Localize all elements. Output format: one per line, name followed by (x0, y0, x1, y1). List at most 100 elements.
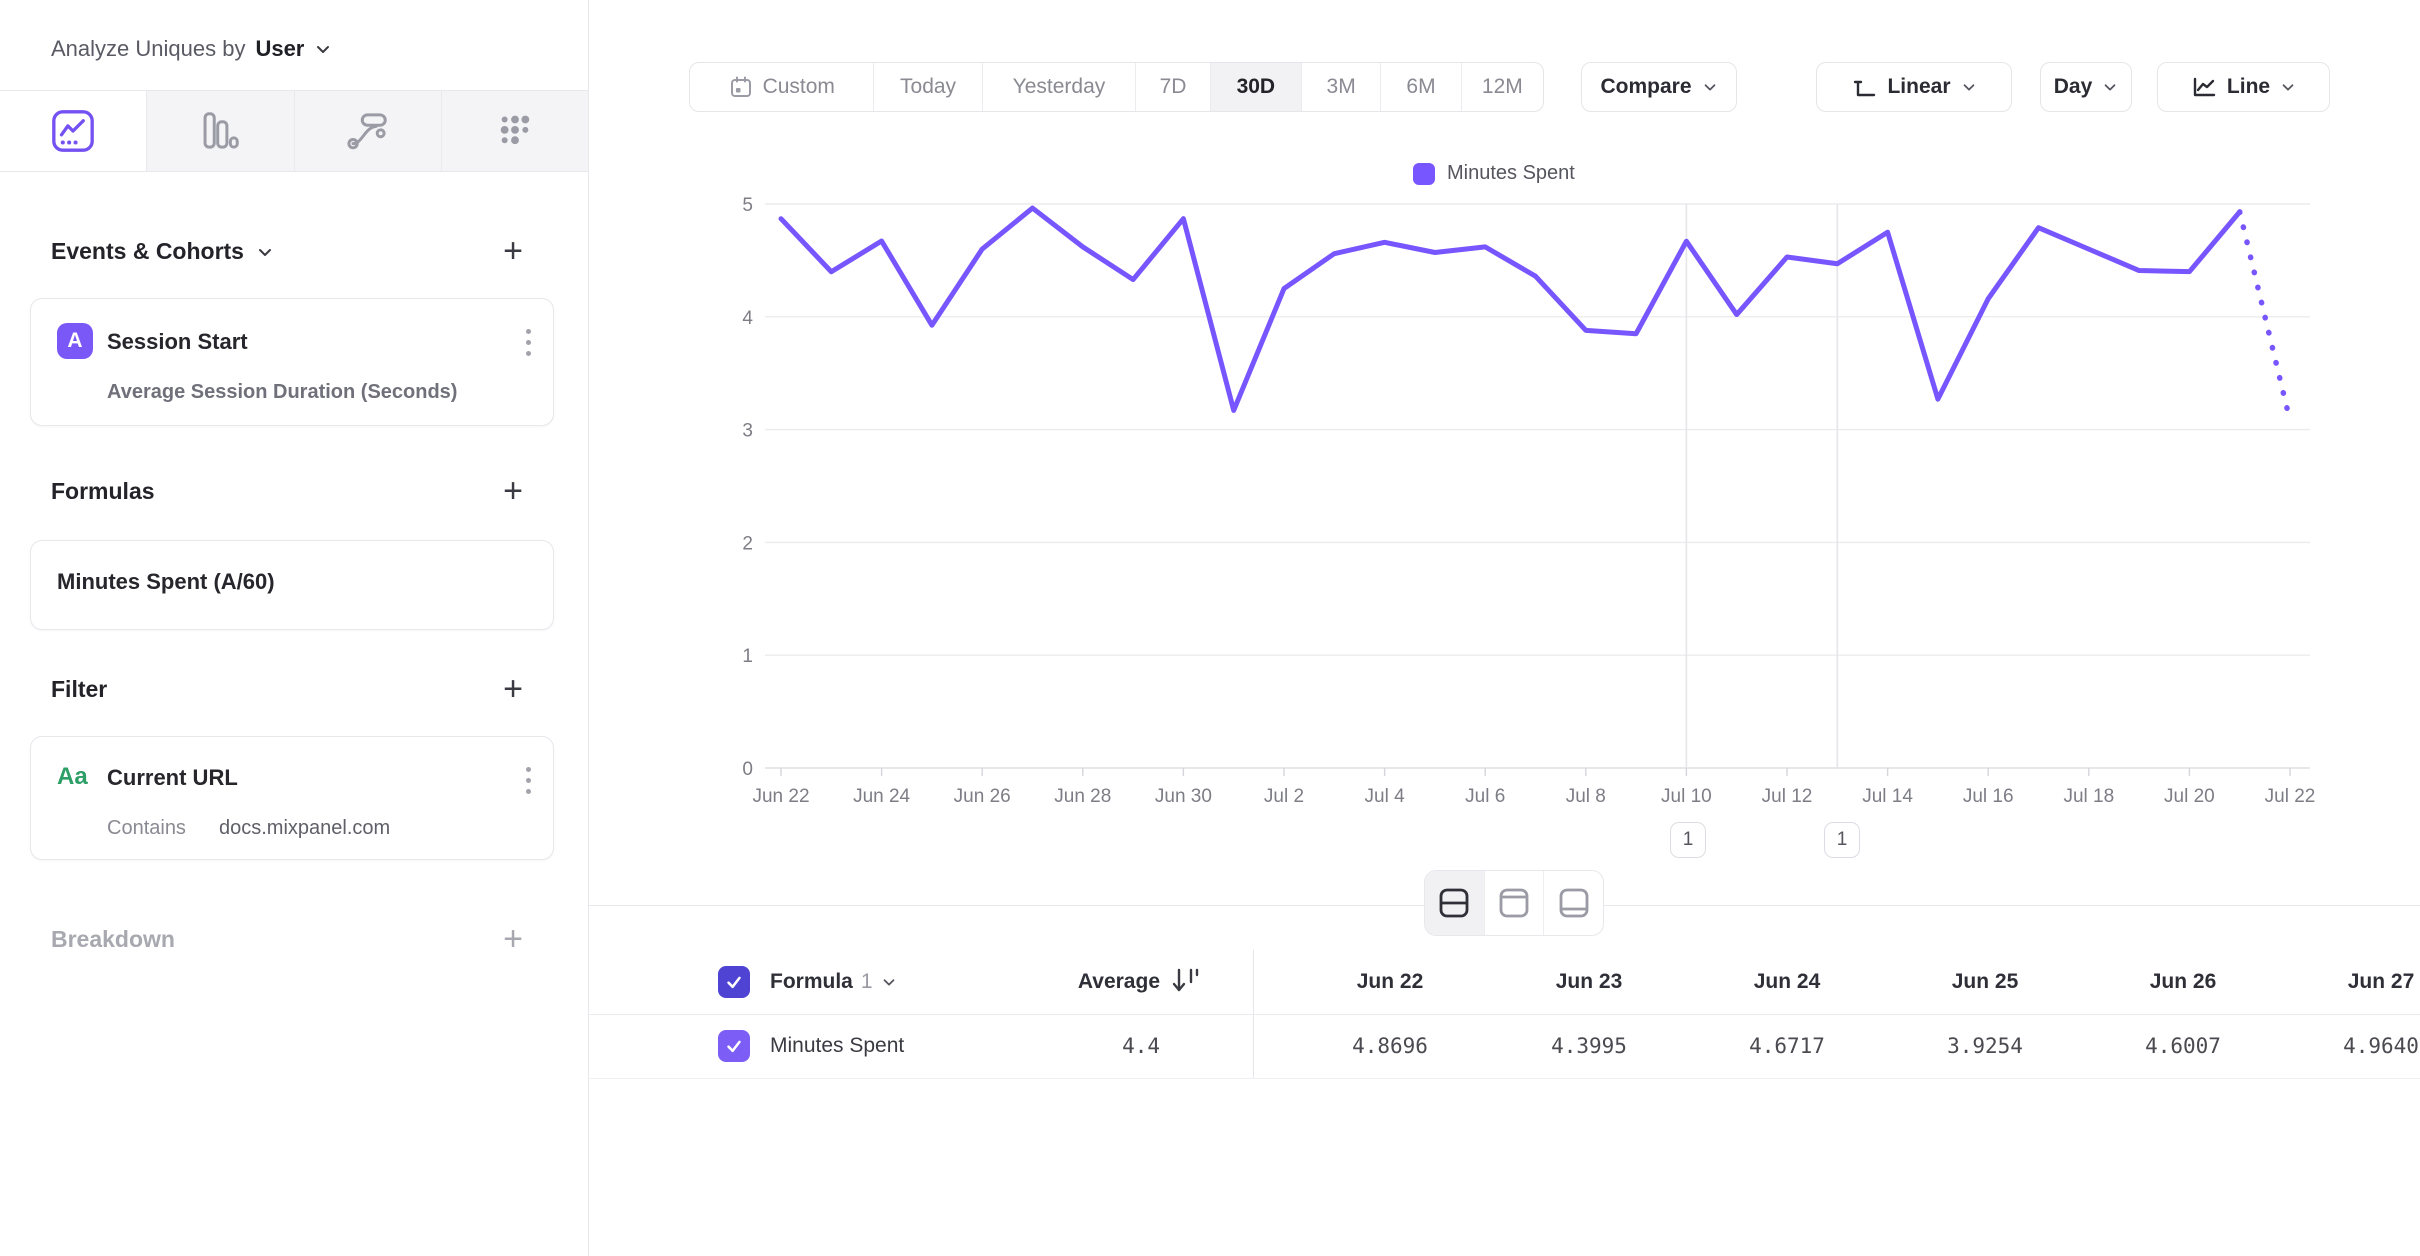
granularity-button[interactable]: Day (2040, 62, 2132, 112)
date-column-header[interactable]: Jun 22 (1356, 970, 1424, 993)
svg-text:Jun 22: Jun 22 (752, 786, 809, 807)
date-column-header[interactable]: Jun 23 (1555, 970, 1623, 993)
visualization-tabstrip (0, 91, 588, 172)
date-column-header[interactable]: Jun 25 (1951, 970, 2019, 993)
calendar-icon (730, 76, 751, 97)
svg-text:Jul 4: Jul 4 (1365, 786, 1406, 807)
svg-text:1: 1 (742, 646, 753, 667)
event-name[interactable]: Session Start (107, 329, 248, 354)
tab-flows[interactable] (293, 91, 441, 171)
formula-name[interactable]: Minutes Spent (A/60) (57, 569, 275, 594)
sort-descending-icon[interactable] (1170, 966, 1204, 996)
date-range-7d[interactable]: 7D (1136, 63, 1211, 111)
formulas-label: Formulas (51, 478, 155, 504)
analyze-uniques-label: Analyze Uniques by (51, 36, 246, 61)
svg-text:Jul 10: Jul 10 (1661, 786, 1712, 807)
svg-text:5: 5 (742, 195, 753, 216)
svg-text:Jul 2: Jul 2 (1264, 786, 1304, 807)
svg-text:Jul 20: Jul 20 (2164, 786, 2215, 807)
table-group-header[interactable]: Formula 1 (770, 970, 897, 994)
filter-value[interactable]: docs.mixpanel.com (219, 817, 391, 839)
svg-text:Jul 8: Jul 8 (1566, 786, 1606, 807)
split-view-icon (1439, 888, 1469, 918)
date-column-header[interactable]: Jun 27 (2347, 970, 2415, 993)
analyze-uniques-value[interactable]: User (255, 36, 305, 61)
panel-layout-toggle (1424, 870, 1604, 936)
filter-section-title: Filter (51, 676, 107, 703)
add-filter-button[interactable]: + (503, 670, 523, 708)
date-column-header[interactable]: Jun 26 (2149, 970, 2217, 993)
add-event-button[interactable]: + (503, 232, 523, 270)
date-range-custom[interactable]: Custom (690, 63, 875, 111)
tab-funnels[interactable] (146, 91, 294, 171)
svg-text:Jul 14: Jul 14 (1862, 786, 1913, 807)
string-property-type-icon: Aa (57, 763, 88, 790)
filter-label: Filter (51, 676, 108, 702)
cell-value: 3.9254 (1947, 1034, 2023, 1058)
date-range-today[interactable]: Today (874, 63, 983, 111)
formula-card[interactable]: Minutes Spent (A/60) (30, 540, 554, 630)
linear-axis-icon (1854, 80, 1876, 97)
table-freeze-divider (1253, 950, 1254, 1078)
breakdown-label: Breakdown (51, 926, 175, 952)
svg-text:Jul 22: Jul 22 (2265, 786, 2316, 807)
annotation-badge[interactable]: 1 (1670, 822, 1706, 858)
filter-card[interactable]: Aa Current URL Contains docs.mixpanel.co… (30, 736, 554, 860)
layout-chart-view-button[interactable] (1485, 871, 1545, 935)
cell-value: 4.6007 (2145, 1034, 2221, 1058)
date-column-header[interactable]: Jun 24 (1753, 970, 1821, 993)
svg-text:Jun 28: Jun 28 (1054, 786, 1111, 807)
chevron-down-icon (2282, 84, 2294, 91)
axis-scale-button[interactable]: Linear (1816, 62, 2012, 112)
tab-insights[interactable] (0, 91, 147, 171)
chart-legend[interactable]: Minutes Spent (1413, 162, 1575, 185)
chevron-down-icon (883, 979, 894, 986)
date-range-custom-label: Custom (762, 75, 835, 98)
bar-chart-icon (203, 112, 240, 149)
series-row-label[interactable]: Minutes Spent (770, 1034, 905, 1057)
average-column-header[interactable]: Average (1077, 970, 1160, 993)
annotation-badge[interactable]: 1 (1824, 822, 1860, 858)
flows-icon (347, 113, 387, 150)
layout-table-view-button[interactable] (1544, 871, 1603, 935)
svg-text:4: 4 (742, 308, 753, 329)
query-builder-sidebar: Analyze Uniques by User (0, 0, 589, 1256)
date-range-yesterday[interactable]: Yesterday (983, 63, 1137, 111)
layout-split-view-button[interactable] (1425, 871, 1485, 935)
event-card[interactable]: A Session Start Average Session Duration… (30, 298, 554, 426)
filter-property-name[interactable]: Current URL (107, 765, 238, 790)
events-cohorts-label: Events & Cohorts (51, 238, 244, 264)
chart-type-button[interactable]: Line (2157, 62, 2330, 112)
chevron-down-icon (1704, 84, 1715, 91)
average-value: 4.4 (1122, 1034, 1160, 1058)
event-kebab-menu-icon[interactable] (526, 329, 531, 356)
date-range-12m[interactable]: 12M (1481, 75, 1523, 98)
analyze-uniques-control[interactable]: Analyze Uniques by User (51, 36, 332, 62)
sidebar-header-divider (0, 90, 588, 91)
table-row[interactable] (588, 1014, 2420, 1079)
tab-other-reports[interactable] (440, 91, 588, 171)
svg-text:Jun 24: Jun 24 (853, 786, 910, 807)
chevron-down-icon (317, 46, 330, 53)
chevron-down-icon (2104, 84, 2116, 91)
filter-kebab-menu-icon[interactable] (526, 767, 531, 794)
svg-text:Jul 16: Jul 16 (1963, 786, 2014, 807)
checkmark-icon (727, 976, 741, 989)
filter-operator[interactable]: Contains (107, 817, 186, 839)
event-metric[interactable]: Average Session Duration (Seconds) (107, 381, 458, 403)
add-breakdown-button[interactable]: + (503, 920, 523, 958)
date-range-30d[interactable]: 30D (1210, 63, 1302, 111)
select-all-checkbox[interactable] (718, 966, 750, 998)
grid-dots-icon (500, 115, 530, 145)
series-checkbox[interactable] (718, 1030, 750, 1062)
chevron-down-icon (258, 248, 271, 256)
date-range-3m[interactable]: 3M (1302, 63, 1382, 111)
compare-button[interactable]: Compare (1581, 62, 1737, 112)
insights-line-chart-icon (52, 110, 94, 152)
events-cohorts-section-title[interactable]: Events & Cohorts (51, 238, 274, 265)
date-range-6m[interactable]: 6M (1381, 63, 1462, 111)
add-formula-button[interactable]: + (503, 472, 523, 510)
cell-value: 4.3995 (1551, 1034, 1627, 1058)
trend-chart-svg[interactable]: 0 1 2 3 4 5 Jun 22 Jun 24 Jun 26 Jun 28 Jun 30 Jul … (588, 130, 2420, 870)
